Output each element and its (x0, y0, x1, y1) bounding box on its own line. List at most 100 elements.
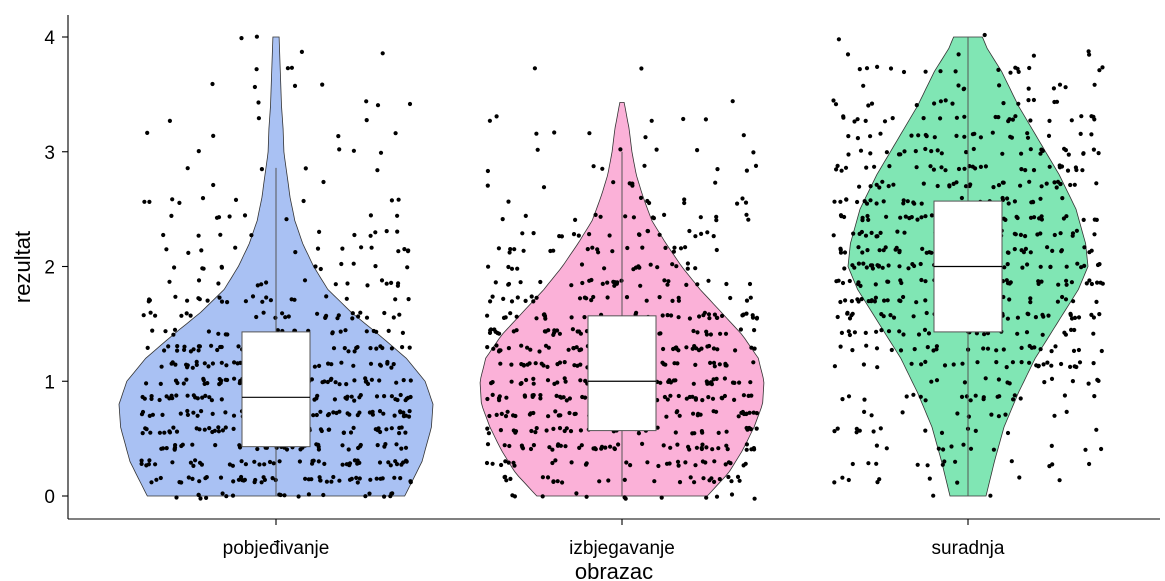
data-point (198, 496, 203, 501)
data-point (486, 431, 491, 436)
data-point (1028, 147, 1033, 152)
data-point (1087, 52, 1092, 57)
data-point (378, 150, 384, 155)
data-point (751, 150, 756, 155)
data-point (406, 297, 411, 302)
data-point (1035, 232, 1040, 237)
data-point (233, 197, 239, 202)
data-point (846, 394, 852, 399)
data-point (676, 315, 681, 320)
data-point (1092, 82, 1097, 87)
data-point (218, 232, 223, 237)
data-point (645, 460, 650, 465)
data-point (351, 148, 356, 153)
data-point (877, 248, 882, 253)
data-point (956, 83, 961, 88)
data-point (661, 443, 666, 448)
data-point (1007, 281, 1012, 286)
data-point (841, 115, 846, 120)
data-point (975, 360, 980, 365)
data-point (1025, 131, 1030, 136)
data-point (919, 362, 924, 367)
data-point (1019, 360, 1024, 365)
data-point (904, 394, 909, 399)
data-point (667, 461, 672, 466)
data-point (383, 442, 388, 447)
data-point (219, 397, 224, 402)
data-point (161, 232, 166, 238)
data-point (600, 281, 605, 286)
data-point (869, 101, 875, 106)
data-point (579, 443, 584, 448)
data-point (956, 52, 961, 57)
data-point (873, 295, 879, 300)
data-point (196, 149, 201, 154)
data-point (1089, 132, 1094, 137)
data-point (381, 411, 386, 416)
data-point (857, 231, 862, 236)
data-point (648, 262, 653, 267)
data-point (485, 442, 491, 447)
data-point (1046, 313, 1051, 318)
data-point (1081, 151, 1086, 156)
data-point (1050, 248, 1055, 253)
data-point (909, 361, 914, 366)
data-point (324, 479, 329, 484)
data-point (938, 116, 943, 121)
data-point (714, 409, 719, 414)
data-point (874, 182, 879, 187)
data-point (393, 131, 398, 136)
data-point (331, 410, 336, 415)
data-point (496, 246, 501, 251)
data-point (739, 410, 744, 415)
data-point (996, 183, 1002, 188)
data-point (368, 477, 373, 482)
data-point (942, 363, 948, 368)
data-point (752, 328, 757, 333)
data-point (1027, 360, 1032, 365)
data-point (182, 347, 187, 352)
data-point (886, 263, 891, 268)
data-point (1055, 299, 1060, 304)
data-point (864, 265, 869, 270)
data-point (519, 343, 524, 348)
data-point (488, 299, 493, 304)
data-point (990, 130, 995, 135)
data-point (752, 447, 757, 452)
data-point (668, 380, 674, 385)
data-point (968, 182, 973, 187)
data-point (675, 361, 680, 366)
data-point (1044, 181, 1049, 186)
data-point (202, 381, 207, 386)
data-point (865, 213, 870, 219)
data-point (332, 397, 337, 402)
data-point (328, 377, 333, 382)
data-point (219, 299, 225, 304)
data-point (578, 378, 583, 383)
data-point (839, 168, 844, 173)
data-point (744, 311, 749, 316)
data-point (658, 331, 663, 336)
data-point (668, 393, 673, 398)
data-point (339, 261, 344, 267)
data-point (389, 198, 394, 203)
data-point (672, 245, 677, 250)
data-point (656, 463, 661, 469)
data-point (314, 396, 319, 401)
data-point (365, 283, 370, 288)
data-point (255, 446, 260, 452)
data-point (541, 363, 546, 368)
data-point (1010, 360, 1016, 365)
data-point (316, 459, 321, 464)
data-point (174, 429, 180, 434)
data-point (921, 116, 926, 121)
data-point (577, 296, 583, 301)
data-point (551, 426, 556, 431)
data-point (345, 394, 350, 399)
data-point (618, 147, 623, 152)
data-point (840, 397, 845, 402)
data-point (556, 442, 561, 447)
data-point (724, 363, 729, 368)
data-point (711, 346, 717, 351)
data-point (252, 480, 257, 485)
